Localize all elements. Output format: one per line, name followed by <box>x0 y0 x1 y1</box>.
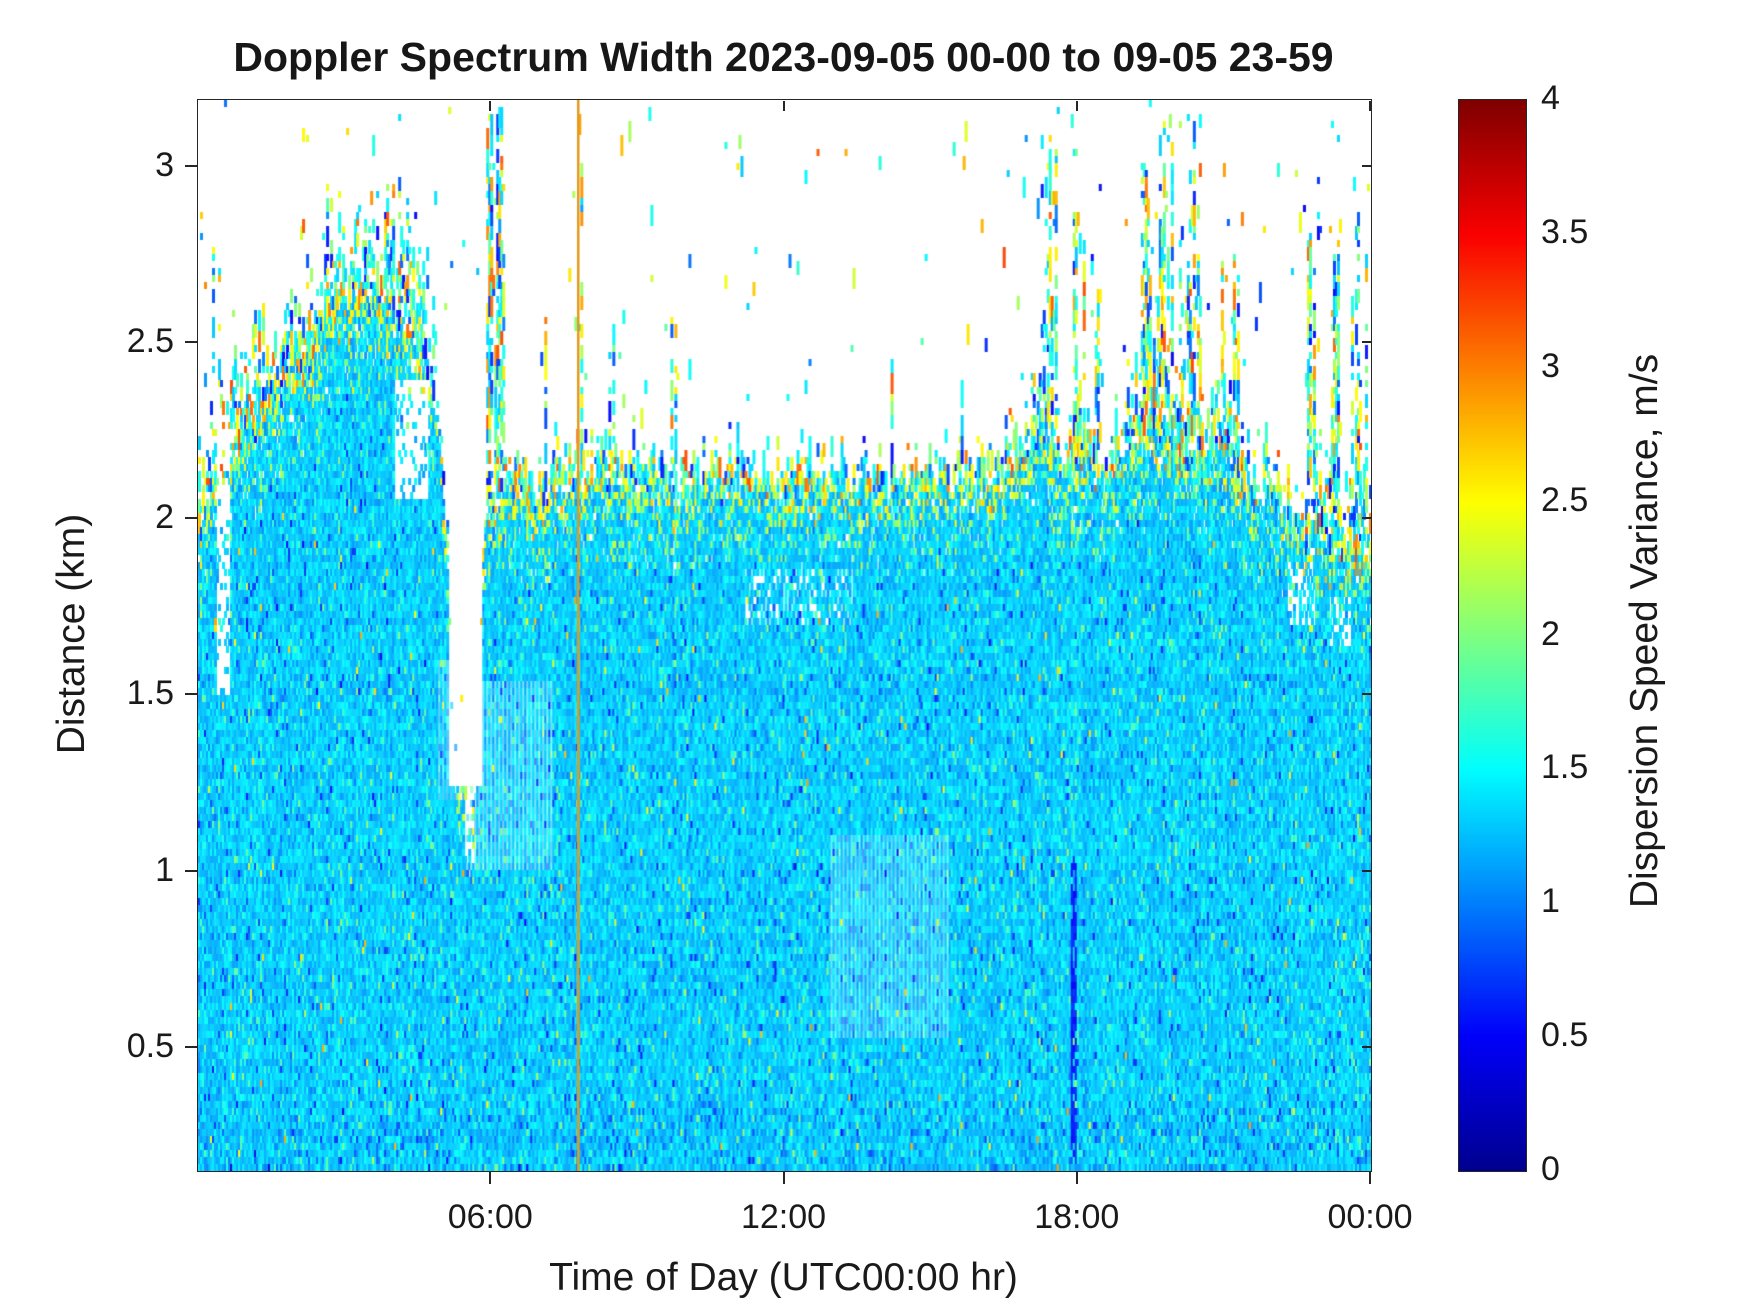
x-tick-mark-top <box>489 101 492 111</box>
plot-area <box>197 99 1372 1172</box>
colorbar-label: Dispersion Speed Variance, m/s <box>1623 353 1666 909</box>
colorbar-tick-label: 2 <box>1541 614 1560 653</box>
y-tick-label: 2.5 <box>126 322 174 361</box>
x-tick-mark-top <box>782 101 785 111</box>
x-tick-mark <box>1075 1172 1078 1184</box>
y-tick-mark <box>185 869 197 872</box>
y-tick-label: 0.5 <box>126 1026 174 1065</box>
y-tick-mark-right <box>1362 869 1372 872</box>
y-tick-mark <box>185 517 197 520</box>
colorbar-tick-label: 0 <box>1541 1150 1560 1188</box>
colorbar-tick-label: 4 <box>1541 79 1560 117</box>
y-tick-mark-right <box>1362 1045 1372 1048</box>
x-tick-label: 18:00 <box>1034 1198 1120 1236</box>
y-tick-mark-right <box>1362 517 1372 520</box>
colorbar-tick-label: 1.5 <box>1541 748 1589 787</box>
y-tick-label: 2 <box>155 498 174 537</box>
y-tick-mark <box>185 164 197 167</box>
x-axis-label: Time of Day (UTC00:00 hr) <box>549 1256 1018 1299</box>
chart-title: Doppler Spectrum Width 2023-09-05 00-00 … <box>233 34 1334 80</box>
x-tick-label: 00:00 <box>1327 1198 1413 1236</box>
colorbar-tick-label: 3 <box>1541 346 1560 385</box>
x-tick-mark-top <box>1075 101 1078 111</box>
heatmap-canvas <box>198 100 1371 1171</box>
colorbar-tick-label: 1 <box>1541 882 1560 921</box>
y-tick-mark <box>185 693 197 696</box>
y-tick-mark-right <box>1362 693 1372 696</box>
x-tick-mark <box>489 1172 492 1184</box>
y-tick-mark <box>185 1045 197 1048</box>
x-tick-mark-top <box>1369 101 1371 111</box>
x-tick-mark <box>782 1172 785 1184</box>
y-tick-mark-right <box>1362 341 1372 344</box>
x-tick-label: 12:00 <box>740 1198 827 1236</box>
colorbar-tick-label: 0.5 <box>1541 1016 1589 1055</box>
y-tick-label: 3 <box>155 145 174 184</box>
y-axis-label: Distance (km) <box>50 513 93 755</box>
colorbar-gradient <box>1459 100 1526 1171</box>
y-tick-label: 1.5 <box>126 674 174 713</box>
y-tick-mark <box>185 341 197 344</box>
colorbar-tick-label: 2.5 <box>1541 480 1589 519</box>
x-tick-mark <box>1369 1172 1371 1184</box>
y-tick-label: 1 <box>155 850 174 889</box>
colorbar <box>1458 99 1527 1172</box>
colorbar-tick-label: 3.5 <box>1541 212 1589 251</box>
x-tick-label: 06:00 <box>447 1198 533 1236</box>
y-tick-mark-right <box>1362 164 1372 167</box>
